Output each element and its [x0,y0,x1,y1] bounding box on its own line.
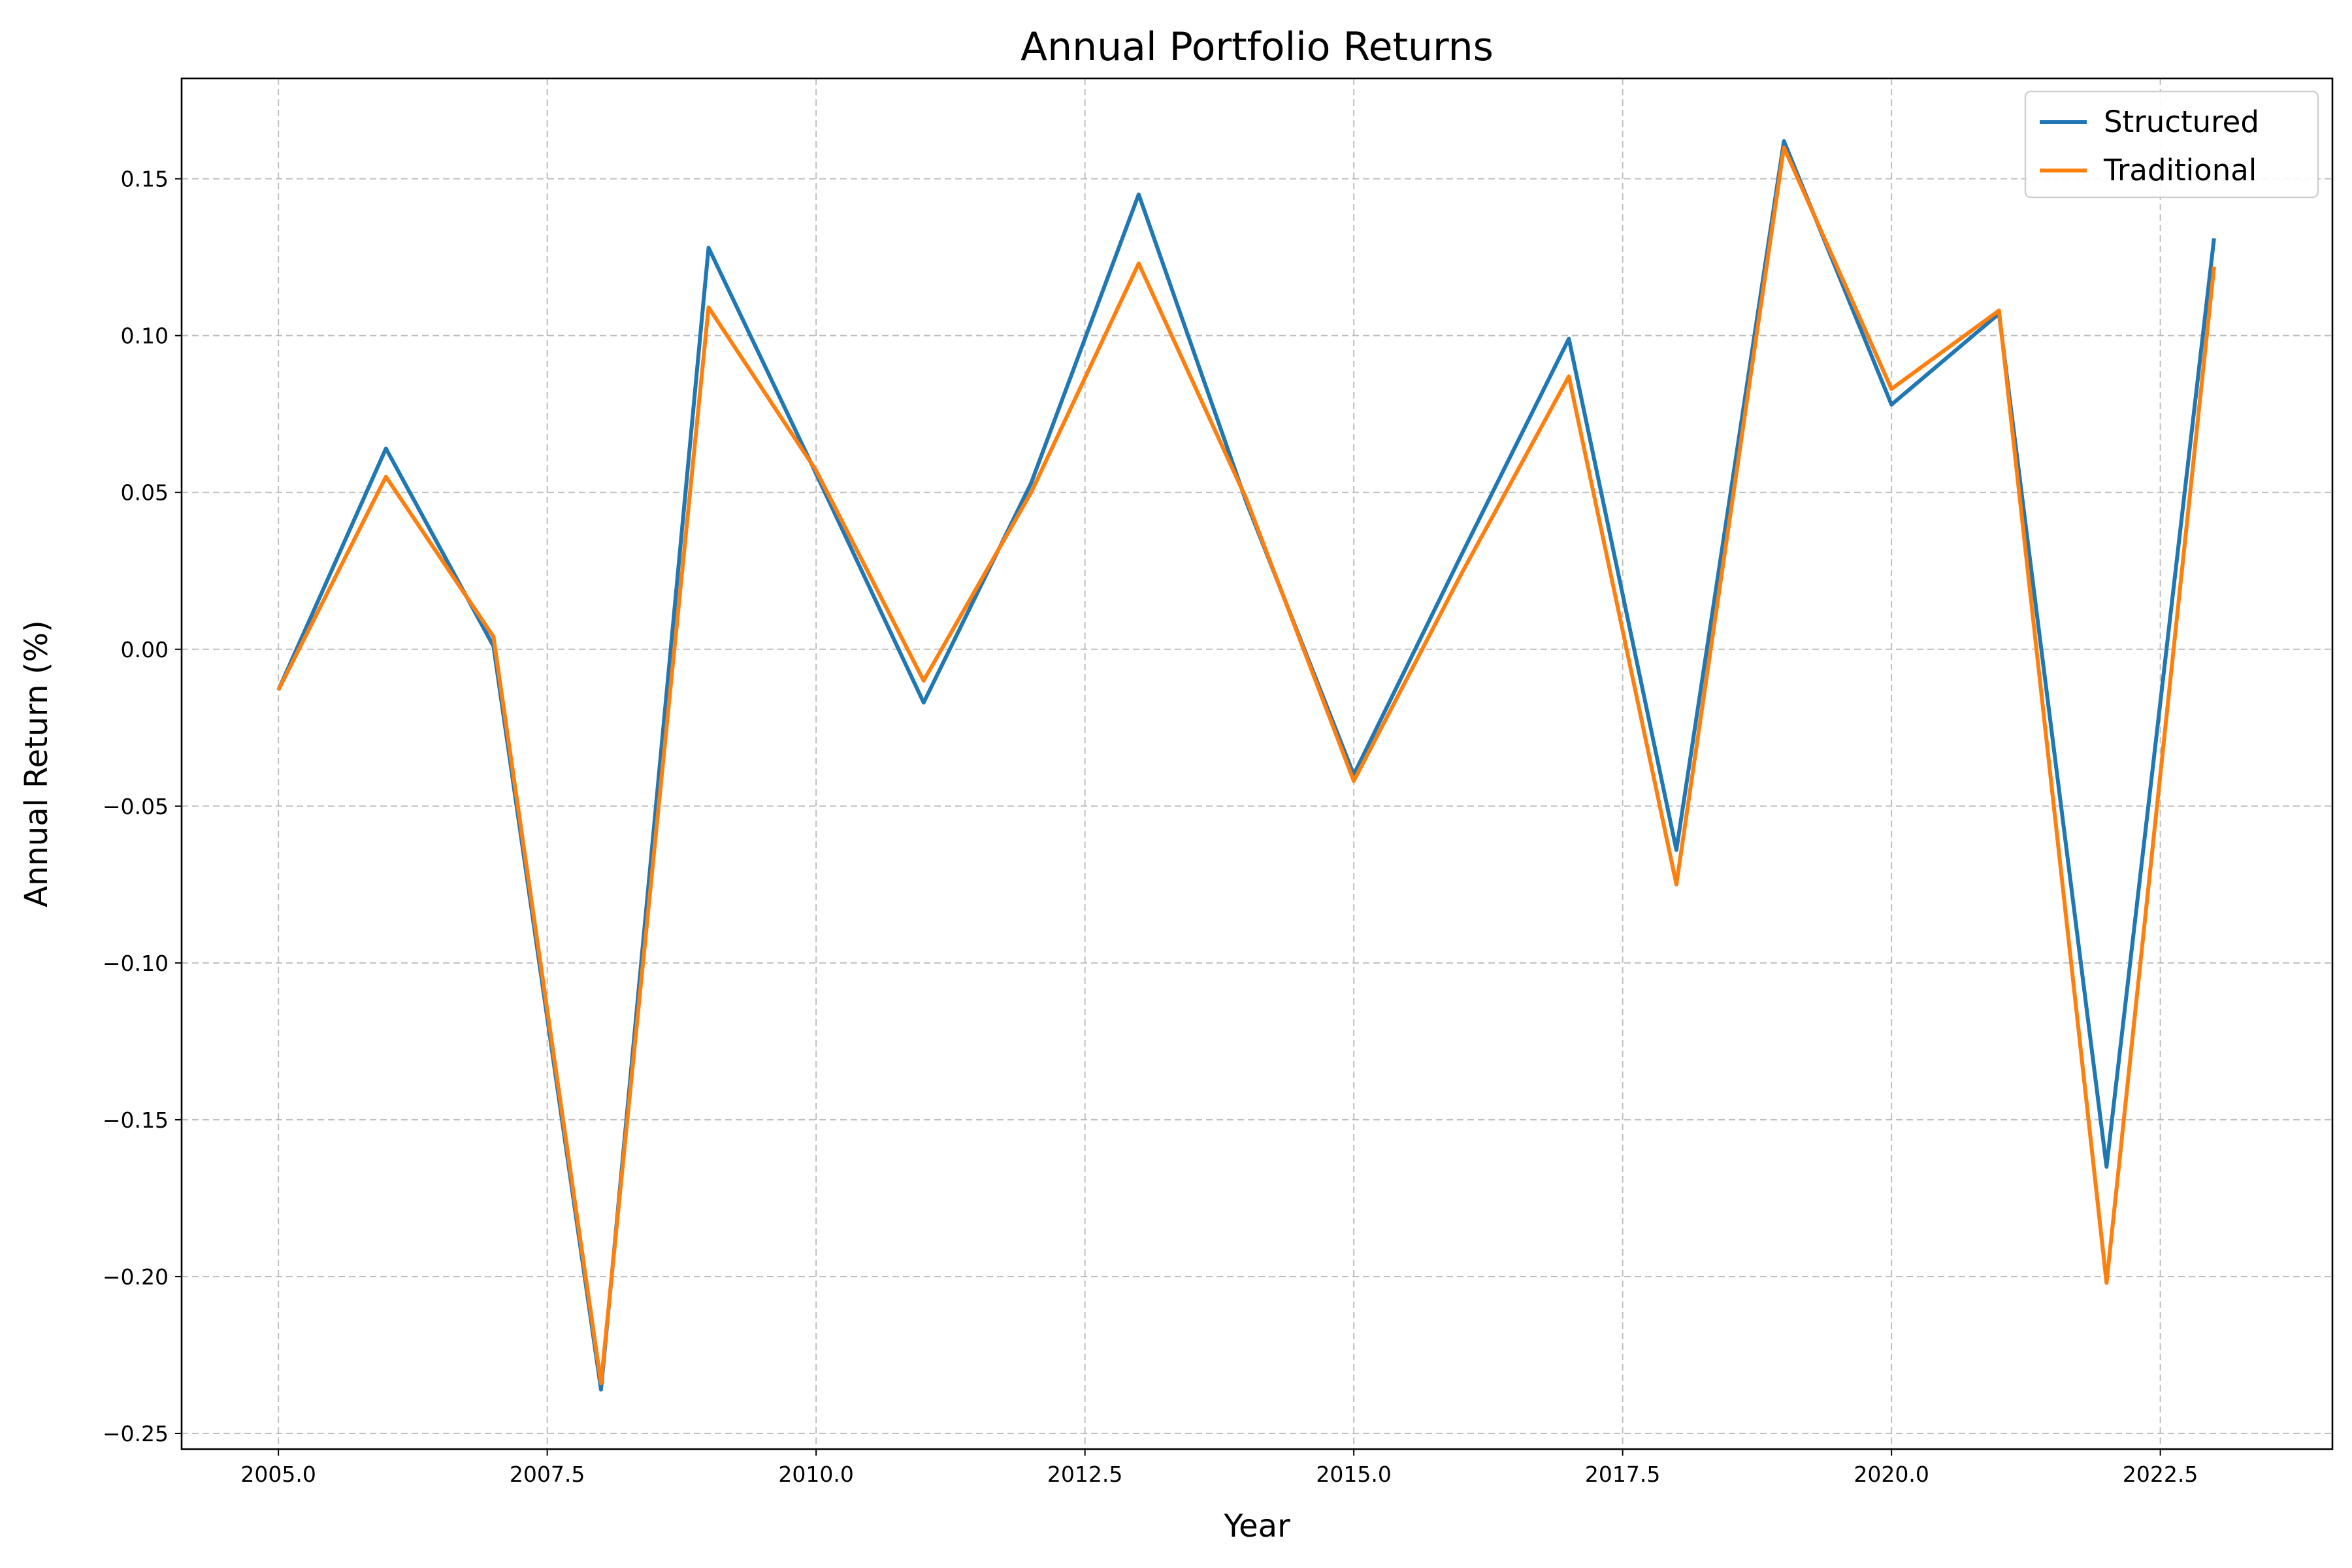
legend-box [2024,90,2319,199]
y-tick-label: 0.00 [121,637,169,662]
plot-frame [180,77,2334,1450]
y-axis-label: Annual Return (%) [18,620,55,907]
y-tick-label: −0.05 [103,794,169,819]
x-tick-label: 2010.0 [778,1462,853,1487]
y-tick-label: −0.15 [103,1107,169,1133]
y-tick-label: 0.10 [121,323,169,349]
y-tick-label: −0.20 [103,1264,169,1290]
y-tick-label: 0.05 [121,480,169,506]
y-tick-label: −0.25 [103,1421,169,1446]
x-tick-label: 2005.0 [240,1462,316,1487]
x-axis-ticks: 2005.0 2007.5 2010.0 2012.5 2015.0 2017.5 2020… [240,1449,2198,1487]
series-lines [276,139,2216,1392]
x-tick-label: 2022.5 [2123,1462,2198,1487]
y-axis-ticks: −0.25 −0.20 −0.15 −0.10 −0.05 0.00 0.05 0.10 0.1… [103,167,182,1446]
series-line-traditional [276,145,2216,1386]
y-tick-label: 0.15 [121,167,169,192]
legend-label-structured: Structured [2104,105,2259,139]
x-tick-label: 2020.0 [1854,1462,1929,1487]
grid [182,78,2332,1449]
legend: Structured Traditional [2024,90,2319,199]
x-tick-label: 2007.5 [510,1462,585,1487]
y-tick-label: −0.10 [103,951,169,976]
x-axis-label: Year [1223,1508,1290,1544]
chart-title: Annual Portfolio Returns [1021,24,1494,70]
x-tick-label: 2015.0 [1316,1462,1391,1487]
x-tick-label: 2017.5 [1585,1462,1660,1487]
legend-label-traditional: Traditional [2103,153,2257,188]
x-tick-label: 2012.5 [1047,1462,1122,1487]
